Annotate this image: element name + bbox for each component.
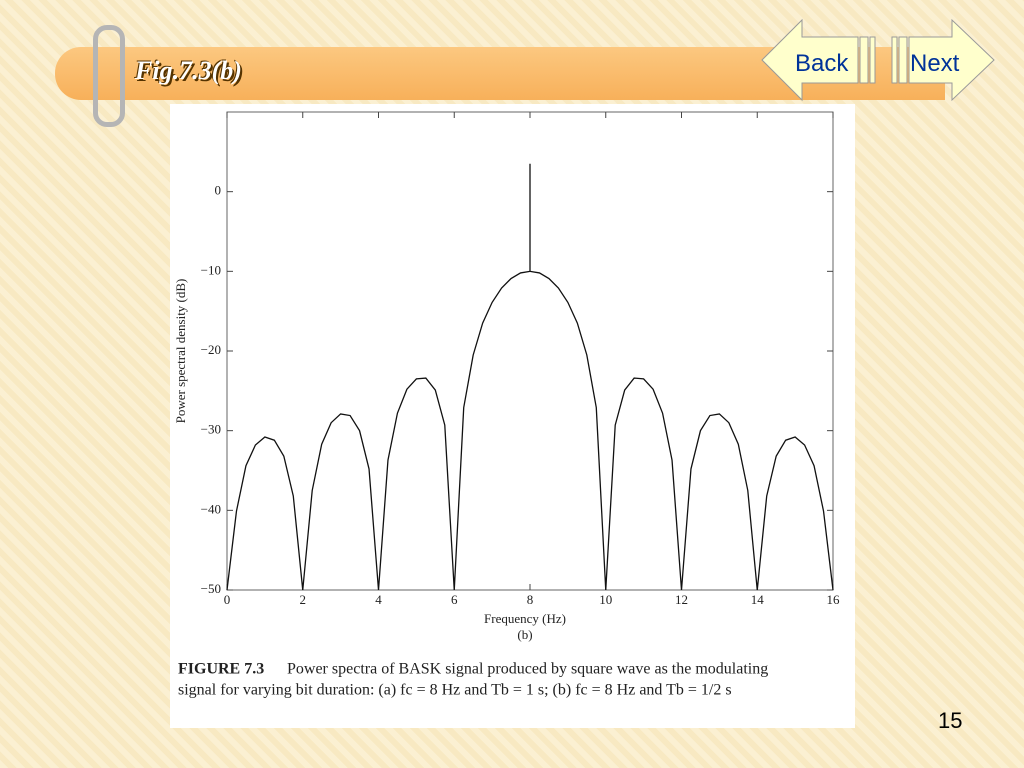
- slide-title: Fig.7.3(b): [135, 56, 242, 85]
- page-number: 15: [938, 708, 963, 733]
- y-tick-label: −30: [201, 422, 221, 437]
- divider: [898, 36, 908, 84]
- chart-subtitle: (b): [517, 627, 532, 642]
- x-tick-label: 4: [375, 592, 382, 607]
- x-axis-label: Frequency (Hz): [484, 611, 566, 626]
- x-tick-label: 0: [224, 592, 231, 607]
- nav: [761, 18, 995, 102]
- y-tick-label: −50: [201, 581, 221, 596]
- y-tick-label: −20: [201, 342, 221, 357]
- x-tick-label: 8: [527, 592, 534, 607]
- figure-label: FIGURE 7.3: [178, 661, 264, 678]
- caption: signal for varying bit duration: (a) fc …: [178, 682, 732, 699]
- x-tick-label: 14: [751, 592, 765, 607]
- figure: Frequency (Hz) (b) Power spectral densit…: [170, 104, 855, 728]
- next-button[interactable]: Next: [910, 50, 960, 77]
- divider: [859, 36, 869, 84]
- caption: Power spectra of BASK signal produced by…: [287, 661, 768, 678]
- y-tick-label: 0: [215, 183, 222, 198]
- y-tick-label: −10: [201, 262, 221, 277]
- x-tick-label: 6: [451, 592, 458, 607]
- x-tick-label: 12: [675, 592, 688, 607]
- line-series: [226, 163, 834, 591]
- next-arrow[interactable]: [908, 18, 995, 102]
- y-axis-label: Power spectral density (dB): [173, 279, 188, 424]
- back-button[interactable]: Back: [795, 50, 849, 77]
- x-tick-label: 10: [599, 592, 612, 607]
- divider: [891, 36, 898, 84]
- chart: Frequency (Hz) (b) Power spectral densit…: [173, 111, 841, 699]
- x-tick-label: 16: [827, 592, 841, 607]
- paperclip-icon: [93, 25, 125, 127]
- y-tick-label: −40: [201, 501, 221, 516]
- back-arrow[interactable]: [761, 18, 859, 102]
- divider: [869, 36, 876, 84]
- x-tick-label: 2: [300, 592, 307, 607]
